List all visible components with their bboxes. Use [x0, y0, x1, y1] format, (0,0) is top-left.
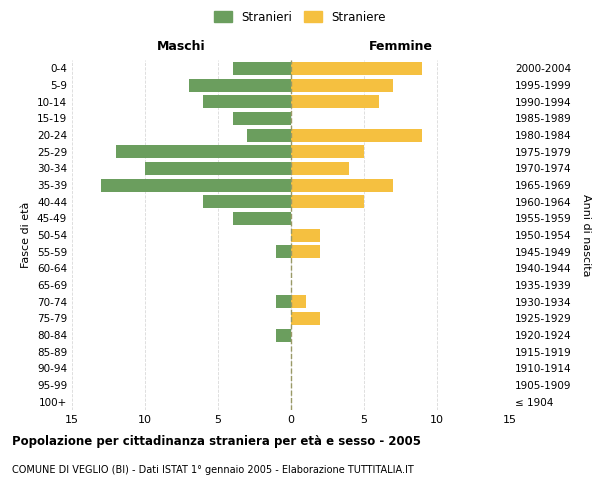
- Bar: [203, 195, 291, 208]
- Text: Maschi: Maschi: [157, 40, 206, 53]
- Text: Popolazione per cittadinanza straniera per età e sesso - 2005: Popolazione per cittadinanza straniera p…: [12, 435, 421, 448]
- Text: COMUNE DI VEGLIO (BI) - Dati ISTAT 1° gennaio 2005 - Elaborazione TUTTITALIA.IT: COMUNE DI VEGLIO (BI) - Dati ISTAT 1° ge…: [12, 465, 414, 475]
- Bar: [291, 245, 320, 258]
- Text: Femmine: Femmine: [368, 40, 433, 53]
- Bar: [189, 78, 291, 92]
- Y-axis label: Anni di nascita: Anni di nascita: [581, 194, 591, 276]
- Bar: [291, 312, 320, 325]
- Bar: [233, 62, 291, 75]
- Bar: [291, 95, 379, 108]
- Bar: [247, 128, 291, 141]
- Y-axis label: Fasce di età: Fasce di età: [22, 202, 31, 268]
- Bar: [291, 228, 320, 241]
- Bar: [233, 212, 291, 225]
- Bar: [203, 95, 291, 108]
- Bar: [233, 112, 291, 125]
- Bar: [116, 145, 291, 158]
- Bar: [291, 295, 305, 308]
- Bar: [291, 62, 422, 75]
- Bar: [145, 162, 291, 175]
- Bar: [291, 128, 422, 141]
- Bar: [277, 295, 291, 308]
- Bar: [291, 178, 393, 192]
- Legend: Stranieri, Straniere: Stranieri, Straniere: [209, 6, 391, 28]
- Bar: [277, 328, 291, 342]
- Bar: [277, 245, 291, 258]
- Bar: [291, 78, 393, 92]
- Bar: [291, 145, 364, 158]
- Bar: [101, 178, 291, 192]
- Bar: [291, 162, 349, 175]
- Bar: [291, 195, 364, 208]
